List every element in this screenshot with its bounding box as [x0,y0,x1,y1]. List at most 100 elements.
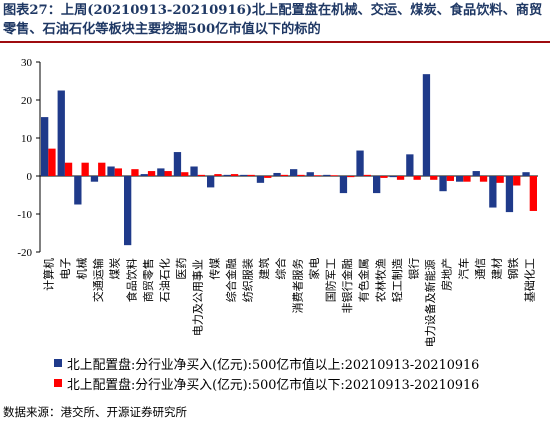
bar-small-cap [446,176,454,181]
category-label: 钢铁 [507,258,520,280]
category-label: 消费者服务 [290,259,304,314]
y-tick-label: 10 [21,133,33,145]
bar-small-cap [347,176,355,178]
title-divider [0,41,550,43]
category-label: 非银行金融 [340,259,354,314]
bar-large-cap [207,176,215,188]
bar-small-cap [297,174,305,176]
category-label: 建筑 [257,258,271,280]
bar-large-cap [140,174,148,176]
bar-small-cap [330,175,338,176]
bar-small-cap [114,168,122,176]
bar-large-cap [323,174,331,176]
bar-small-cap [147,171,156,176]
legend-swatch [54,359,62,367]
legend-label: 北上配置盘:分行业净买入(亿元):500亿市值以下:20210913-20210… [67,377,480,393]
bar-large-cap [124,176,132,246]
bar-small-cap [164,171,172,176]
y-tick-label: -20 [17,247,32,259]
bar-large-cap [41,117,49,176]
bar-large-cap [90,176,99,182]
category-label: 煤炭 [109,258,122,280]
category-label: 食品饮料 [124,258,138,302]
category-label: 农林牧渔 [373,258,387,302]
bar-large-cap [389,176,397,178]
bar-small-cap [363,174,371,176]
bar-small-cap [230,174,239,176]
bar-large-cap [339,176,348,194]
bar-small-cap [479,176,488,182]
bar-small-cap [529,176,537,211]
bar-large-cap [406,154,414,176]
bar-small-cap [496,176,504,183]
category-label: 机械 [75,258,89,280]
legend-item: 北上配置盘:分行业净买入(亿元):500亿市值以下:20210913-20210… [54,373,479,393]
bar-large-cap [256,176,265,183]
bar-small-cap [131,169,139,176]
bar-large-cap [190,166,198,176]
category-label: 综合金融 [224,258,238,302]
bar-small-cap [214,174,222,176]
category-label: 房地产 [440,258,454,291]
bar-small-cap [380,176,388,178]
category-label: 医药 [175,258,188,280]
legend-swatch [54,379,62,387]
bar-small-cap [181,172,189,176]
bar-small-cap [64,162,73,176]
bar-small-cap [98,162,106,176]
bar-small-cap [247,174,255,176]
bar-small-cap [396,176,405,180]
category-label: 电力设备及新能源 [423,259,437,347]
y-tick-label: 30 [21,57,33,69]
category-label: 汽车 [456,258,470,280]
category-label: 有色金属 [357,258,371,302]
bar-large-cap [223,174,231,176]
bar-large-cap [107,166,115,176]
category-label: 家电 [307,258,321,280]
bar-small-cap [264,176,272,178]
legend-label: 北上配置盘:分行业净买入(亿元):500亿市值以上:20210913-20210… [67,357,480,373]
category-label: 商贸零售 [141,258,155,302]
bar-small-cap [463,176,471,182]
bar-large-cap [57,90,65,176]
bar-small-cap [48,148,56,176]
bar-large-cap [422,74,431,176]
bar-large-cap [505,176,514,213]
category-label: 电力及公用事业 [192,259,205,336]
category-label: 通信 [474,258,487,280]
y-tick-label: 0 [27,171,33,183]
bar-small-cap [413,176,421,180]
bar-large-cap [240,174,248,176]
bar-large-cap [74,176,82,205]
category-label: 基础化工 [523,258,537,302]
y-tick-label: -10 [17,209,32,221]
bar-large-cap [290,169,298,176]
bar-large-cap [373,176,381,194]
bar-large-cap [157,168,165,176]
bar-small-cap [430,176,438,180]
y-tick-label: 20 [21,95,33,107]
category-label: 电子 [59,258,72,280]
bar-large-cap [306,172,314,176]
bar-large-cap [173,152,182,176]
category-label: 国防军工 [324,258,338,302]
bar-small-cap [280,174,288,176]
chart-legend: 北上配置盘:分行业净买入(亿元):500亿市值以上:20210913-20210… [54,353,479,393]
bar-large-cap [489,176,497,208]
category-label: 传媒 [208,258,221,280]
bar-small-cap [513,176,521,186]
category-label: 交通运输 [91,258,105,302]
data-source: 数据来源：港交所、开源证券研究所 [3,405,187,419]
category-label: 纺织服装 [241,258,255,302]
category-label: 银行 [407,258,421,280]
bar-large-cap [356,150,364,176]
legend-item: 北上配置盘:分行业净买入(亿元):500亿市值以上:20210913-20210… [54,353,479,373]
bar-small-cap [81,162,89,176]
figure-title: 图表27：上周(20210913-20210916)北上配置盘在机械、交运、煤炭… [3,3,543,37]
bar-large-cap [522,172,530,176]
bar-large-cap [273,172,281,176]
bar-small-cap [197,174,205,176]
bar-large-cap [439,176,447,192]
category-label: 综合 [274,258,288,280]
bar-small-cap [313,175,322,176]
